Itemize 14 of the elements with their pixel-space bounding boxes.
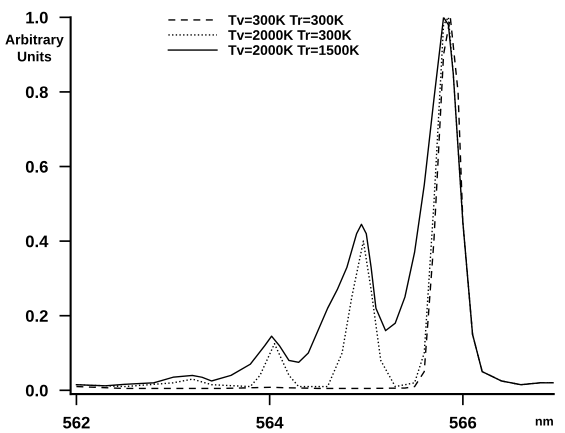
legend-label: Tv=300K Tr=300K (228, 15, 344, 25)
y-axis-title: Arbitrary Units (5, 34, 64, 62)
y-tick-label: 0.8 (26, 86, 48, 98)
x-axis-title: nm (536, 418, 553, 426)
x-tick-label: 566 (449, 416, 476, 428)
x-tick-label: 562 (63, 416, 90, 428)
legend-label: Tv=2000K Tr=1500K (228, 45, 360, 56)
y-tick-label: 0.2 (26, 310, 48, 322)
y-tick-label: 1.0 (26, 12, 48, 24)
x-tick-label: 564 (256, 416, 284, 428)
y-tick-label: 0.0 (26, 384, 48, 397)
legend-label: Tv=2000K Tr=300K (228, 30, 352, 40)
y-tick-label: 0.4 (26, 236, 48, 248)
y-tick-label: 0.6 (26, 160, 48, 173)
